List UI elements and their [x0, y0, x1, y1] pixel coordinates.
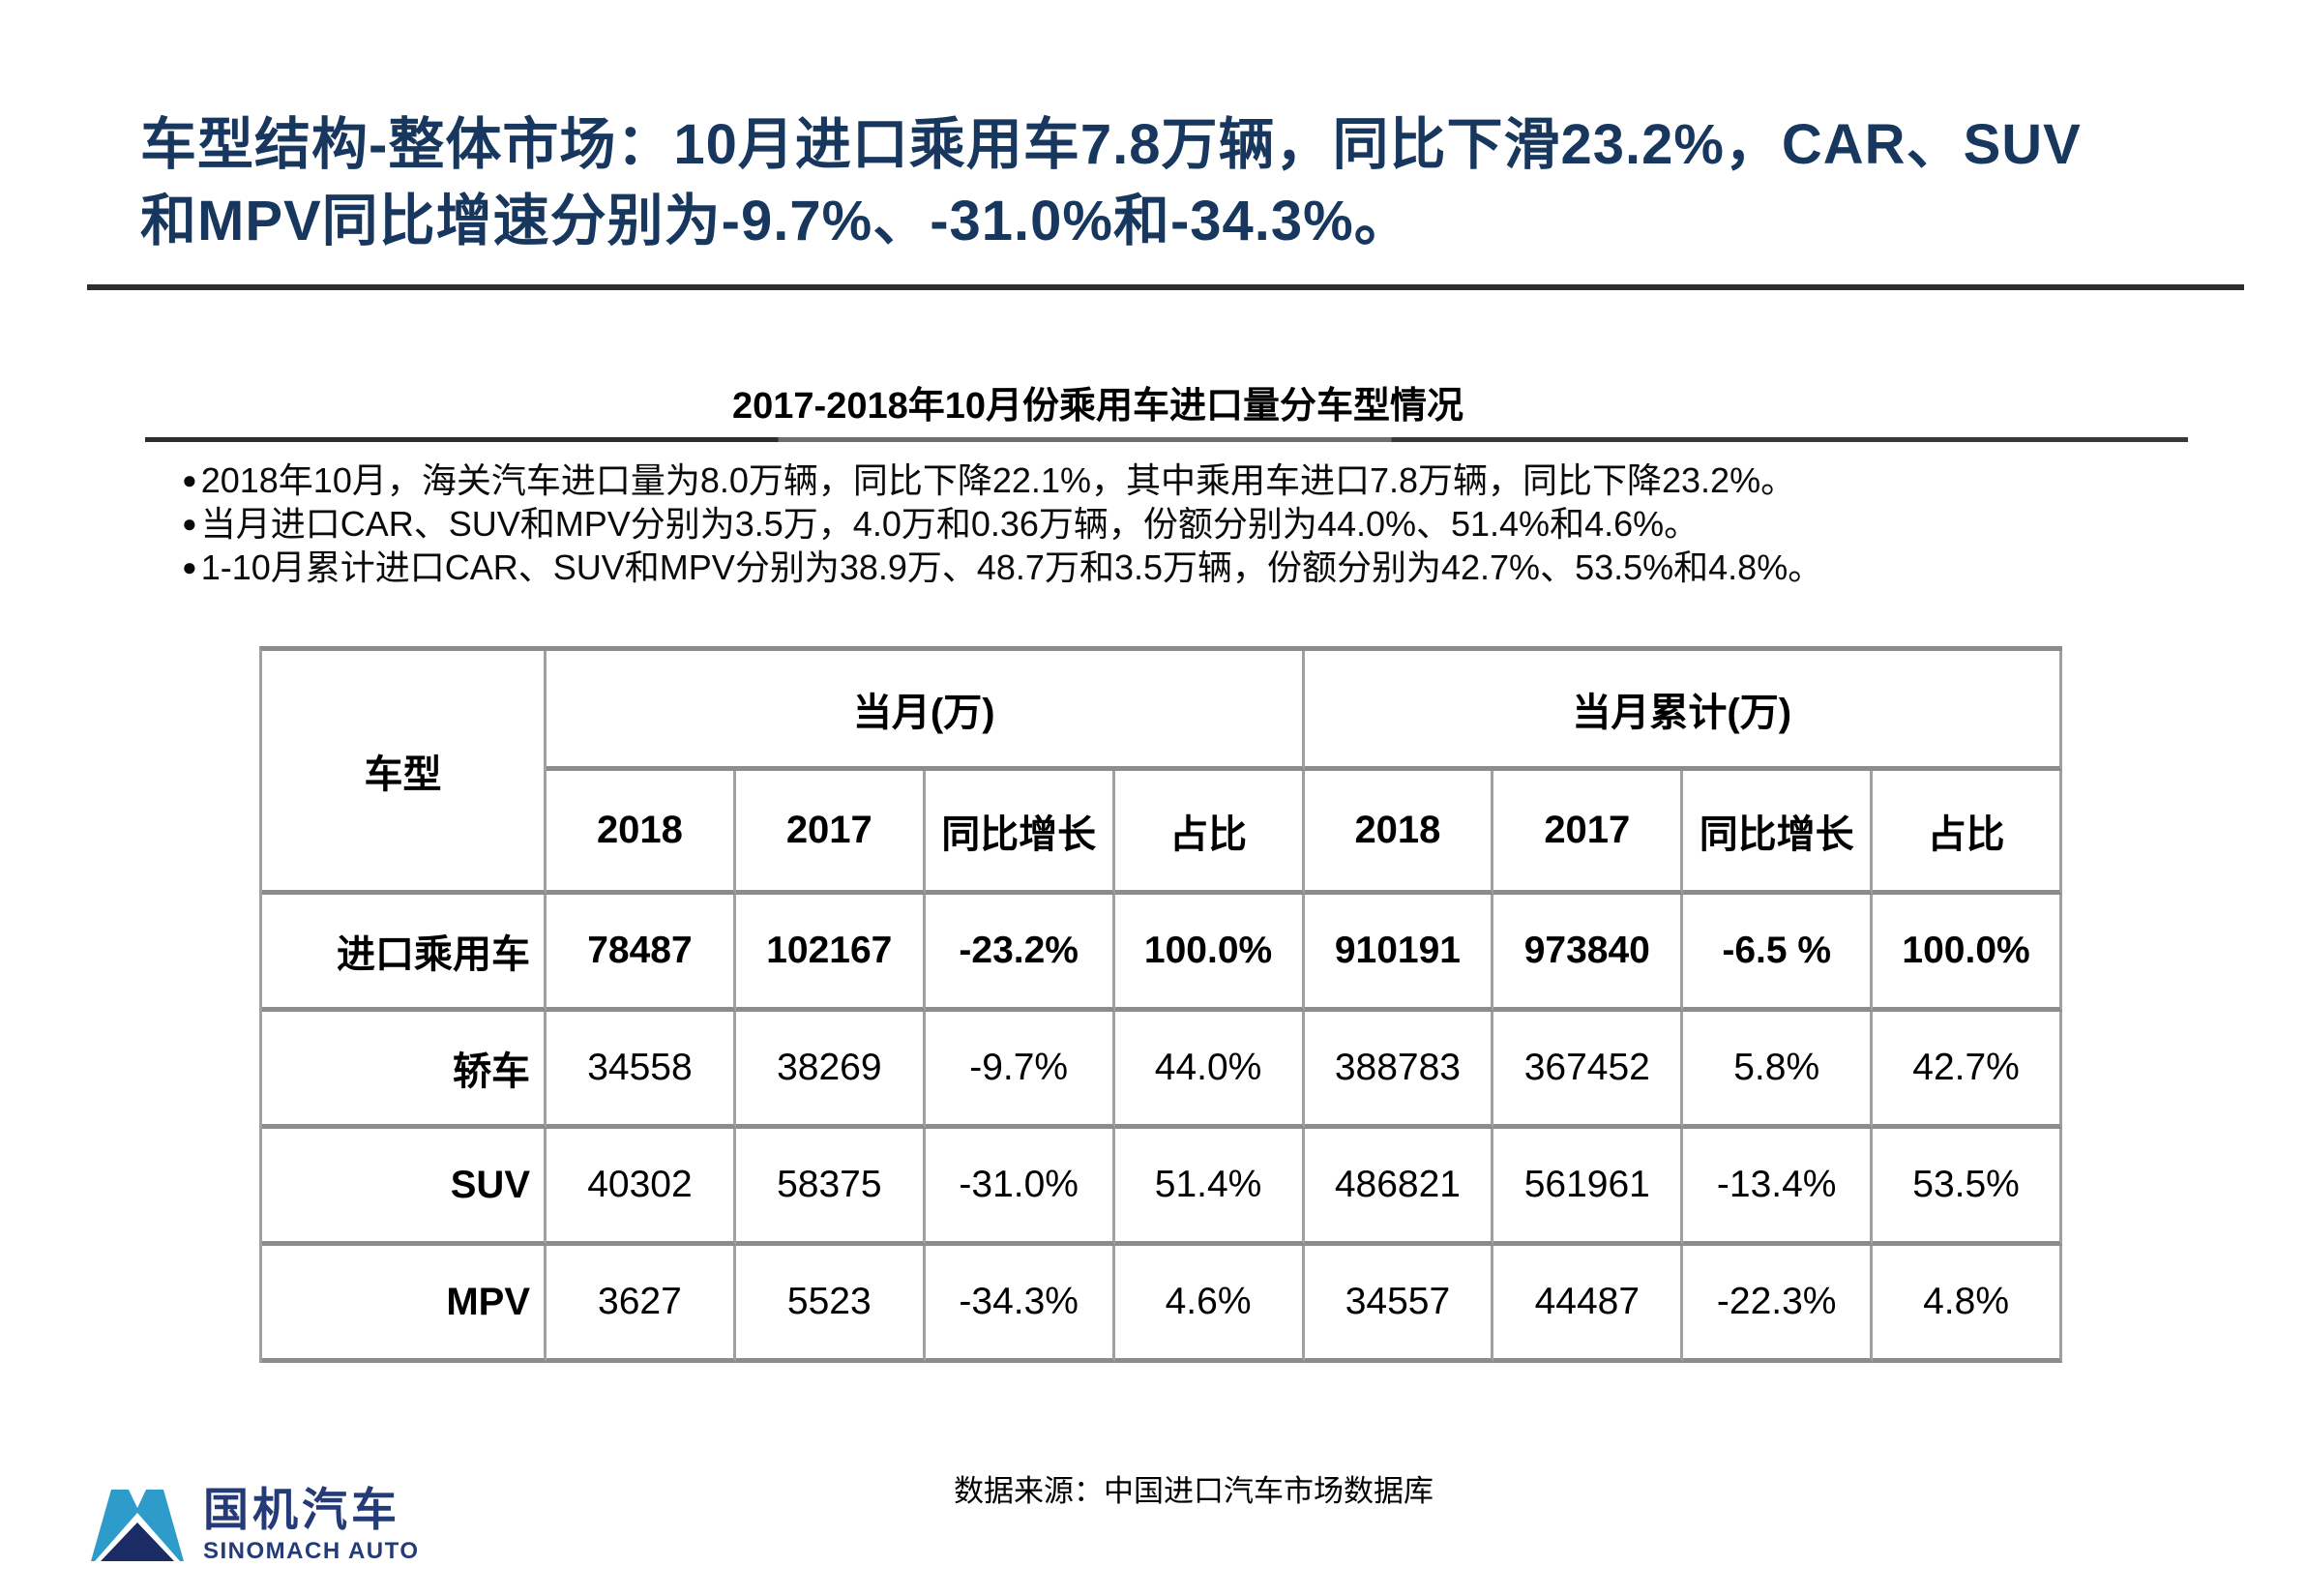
table-cell: -34.3%	[925, 1246, 1115, 1363]
table-cell: 973840	[1493, 895, 1684, 1012]
table-sub-header: 占比	[1114, 771, 1305, 895]
table-cell: 367452	[1493, 1012, 1684, 1129]
bullet-icon: ●	[182, 552, 197, 581]
table-row-label: 轿车	[262, 1012, 547, 1129]
table-cell: 910191	[1304, 895, 1494, 1012]
table-sub-header: 2017	[735, 771, 926, 895]
table-cell: 3627	[547, 1246, 736, 1363]
table-cell: 58375	[735, 1129, 926, 1246]
logo-name-en: SINOMACH AUTO	[203, 1537, 420, 1564]
table-cell: 78487	[547, 895, 736, 1012]
table-cell: 486821	[1304, 1129, 1494, 1246]
logo-name-cn: 国机汽车	[203, 1483, 400, 1535]
bullet-text: 当月进口CAR、SUV和MPV分别为3.5万，4.0万和0.36万辆，份额分别为…	[200, 504, 1700, 544]
table-cell: 100.0%	[1114, 895, 1305, 1012]
source-note: 数据来源：中国进口汽车市场数据库	[954, 1474, 1434, 1508]
bullet-item: ● 1-10月累计进口CAR、SUV和MPV分别为38.9万、48.7万和3.5…	[182, 546, 1822, 589]
logo-text: 国机汽车 SINOMACH AUTO	[203, 1483, 420, 1565]
table-row-label: 进口乘用车	[262, 895, 547, 1012]
table-sub-header: 同比增长	[925, 771, 1115, 895]
sinomach-mountain-icon	[91, 1490, 184, 1561]
bullet-icon: ●	[182, 465, 197, 494]
table-sub-header: 2017	[1493, 771, 1684, 895]
table-sub-header: 2018	[547, 771, 736, 895]
table-group-header-cumulative: 当月累计(万)	[1304, 651, 2062, 771]
title-underline	[87, 284, 2244, 290]
table-cell: -9.7%	[925, 1012, 1115, 1129]
vehicle-import-table: 车型 当月(万) 当月累计(万) 2018 2017 同比增长 占比 2018 …	[259, 646, 2062, 1363]
table-cell: -6.5 %	[1683, 895, 1874, 1012]
bullet-text: 2018年10月，海关汽车进口量为8.0万辆，同比下降22.1%，其中乘用车进口…	[200, 460, 1796, 500]
table-cell: 34557	[1304, 1246, 1494, 1363]
table-cell: 40302	[547, 1129, 736, 1246]
bullet-item: ● 2018年10月，海关汽车进口量为8.0万辆，同比下降22.1%，其中乘用车…	[182, 458, 1822, 502]
page-title-line-1: 车型结构-整体市场：10月进口乘用车7.8万辆，同比下滑23.2%，CAR、SU…	[140, 113, 2082, 176]
table-row-label: SUV	[262, 1129, 547, 1246]
table-cell: 51.4%	[1114, 1129, 1305, 1246]
table-cell: 102167	[735, 895, 926, 1012]
table-cell: 38269	[735, 1012, 926, 1129]
bullet-list: ● 2018年10月，海关汽车进口量为8.0万辆，同比下降22.1%，其中乘用车…	[182, 458, 1822, 589]
table-cell: 4.8%	[1873, 1246, 2062, 1363]
table-cell: 5523	[735, 1246, 926, 1363]
table-corner-header: 车型	[262, 651, 547, 895]
table-cell: -13.4%	[1683, 1129, 1874, 1246]
table-row-label: MPV	[262, 1246, 547, 1363]
table-cell: 5.8%	[1683, 1012, 1874, 1129]
table-cell: 4.6%	[1114, 1246, 1305, 1363]
table-sub-header: 2018	[1304, 771, 1494, 895]
table-sub-header: 同比增长	[1683, 771, 1874, 895]
table-cell: 53.5%	[1873, 1129, 2062, 1246]
table-group-header-current-month: 当月(万)	[547, 651, 1305, 771]
table-cell: 44487	[1493, 1246, 1684, 1363]
table-cell: 388783	[1304, 1012, 1494, 1129]
page-title: 车型结构-整体市场：10月进口乘用车7.8万辆，同比下滑23.2%，CAR、SU…	[140, 106, 2082, 259]
table-cell: -23.2%	[925, 895, 1115, 1012]
page-title-line-2: 和MPV同比增速分别为-9.7%、-31.0%和-34.3%。	[140, 190, 1411, 252]
table-sub-header: 占比	[1873, 771, 2062, 895]
table-cell: 100.0%	[1873, 895, 2062, 1012]
table-cell: 44.0%	[1114, 1012, 1305, 1129]
bullet-icon: ●	[182, 509, 197, 538]
table-cell: -22.3%	[1683, 1246, 1874, 1363]
section-title: 2017-2018年10月份乘用车进口量分车型情况	[732, 386, 1463, 427]
table-cell: 42.7%	[1873, 1012, 2062, 1129]
table-cell: 34558	[547, 1012, 736, 1129]
section-underline	[145, 437, 2188, 442]
bullet-text: 1-10月累计进口CAR、SUV和MPV分别为38.9万、48.7万和3.5万辆…	[200, 547, 1823, 587]
table-cell: -31.0%	[925, 1129, 1115, 1246]
sinomach-logo: 国机汽车 SINOMACH AUTO	[87, 1482, 420, 1567]
table-cell: 561961	[1493, 1129, 1684, 1246]
bullet-item: ● 当月进口CAR、SUV和MPV分别为3.5万，4.0万和0.36万辆，份额分…	[182, 502, 1822, 546]
